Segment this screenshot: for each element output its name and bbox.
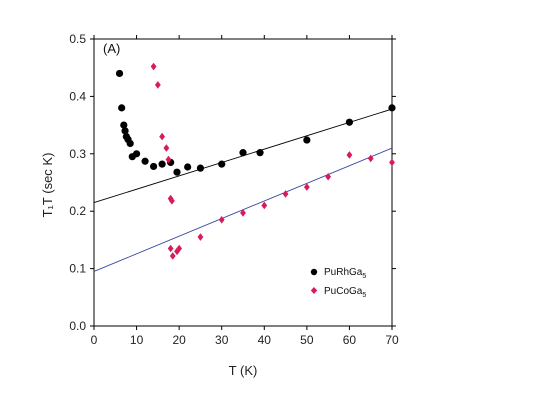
data-point-purhga5 [184, 163, 192, 171]
data-point-pucoga5 [154, 81, 161, 89]
y-tick-label: 0.4 [69, 89, 86, 103]
data-point-purhga5 [218, 160, 226, 168]
axis-ticks: 0 10 20 30 40 50 60 70 0.0 0.1 0.2 0.3 0.4 0.5 [69, 32, 399, 347]
data-point-purhga5 [118, 104, 126, 112]
data-point-pucoga5 [367, 154, 374, 163]
data-point-purhga5 [173, 168, 181, 176]
data-point-pucoga5 [169, 252, 176, 260]
data-point-pucoga5 [325, 172, 332, 181]
data-point-purhga5 [196, 164, 205, 172]
data-point-purhga5 [345, 118, 354, 126]
data-point-pucoga5 [303, 183, 310, 191]
data-point-purhga5 [121, 127, 129, 135]
x-tick-label: 50 [300, 333, 314, 347]
data-point-pucoga5 [159, 132, 166, 141]
data-point-pucoga5 [282, 190, 289, 198]
data-point-pucoga5 [174, 247, 180, 256]
data-point-pucoga5 [197, 233, 204, 241]
data-point-pucoga5 [163, 144, 170, 152]
data-point-pucoga5 [261, 201, 268, 210]
data-point-pucoga5 [240, 209, 246, 217]
data-point-purhga5 [303, 136, 311, 144]
data-point-pucoga5 [169, 197, 175, 205]
data-point-purhga5 [150, 162, 158, 171]
data-point-pucoga5 [176, 244, 183, 253]
data-point-pucoga5 [167, 244, 174, 253]
x-tick-label: 60 [343, 333, 357, 347]
data-point-pucoga5 [346, 151, 353, 159]
y-tick-label: 0.3 [69, 147, 86, 161]
legend-label-pucoga5: PuCoGa5 [324, 286, 366, 299]
data-point-pucoga5 [150, 62, 157, 71]
data-point-purhga5 [141, 157, 149, 165]
data-point-purhga5 [239, 149, 247, 157]
legend: PuRhGa5 PuCoGa5 [310, 267, 366, 299]
x-tick-label: 30 [215, 333, 229, 347]
data-markers [115, 62, 396, 260]
legend-label-purhga5: PuRhGa5 [324, 267, 366, 280]
data-point-purhga5 [115, 69, 124, 78]
x-tick-label: 10 [130, 333, 144, 347]
plot-frame [93, 38, 393, 327]
data-point-pucoga5 [389, 158, 395, 167]
y-tick-label: 0.5 [69, 32, 86, 46]
y-tick-label: 0.1 [69, 262, 86, 276]
x-tick-label: 0 [91, 333, 98, 347]
x-tick-label: 40 [258, 333, 272, 347]
data-point-purhga5 [158, 160, 166, 168]
data-point-purhga5 [388, 104, 396, 112]
x-tick-label: 20 [172, 333, 186, 347]
data-point-purhga5 [132, 150, 141, 158]
x-axis-title: T (K) [229, 363, 258, 378]
x-tick-label: 70 [385, 333, 399, 347]
y-tick-label: 0.0 [69, 319, 86, 333]
y-axis-title: T₁T (sec K) [40, 153, 55, 218]
data-point-purhga5 [256, 149, 264, 157]
panel-label: (A) [103, 41, 120, 56]
y-tick-label: 0.2 [69, 204, 86, 218]
data-point-purhga5 [120, 121, 128, 129]
legend-marker-purhga5 [310, 268, 318, 276]
data-point-pucoga5 [165, 155, 172, 164]
data-point-pucoga5 [218, 216, 225, 224]
data-point-purhga5 [126, 139, 134, 148]
legend-marker-pucoga5 [310, 287, 318, 294]
plot-area-border [93, 38, 393, 327]
